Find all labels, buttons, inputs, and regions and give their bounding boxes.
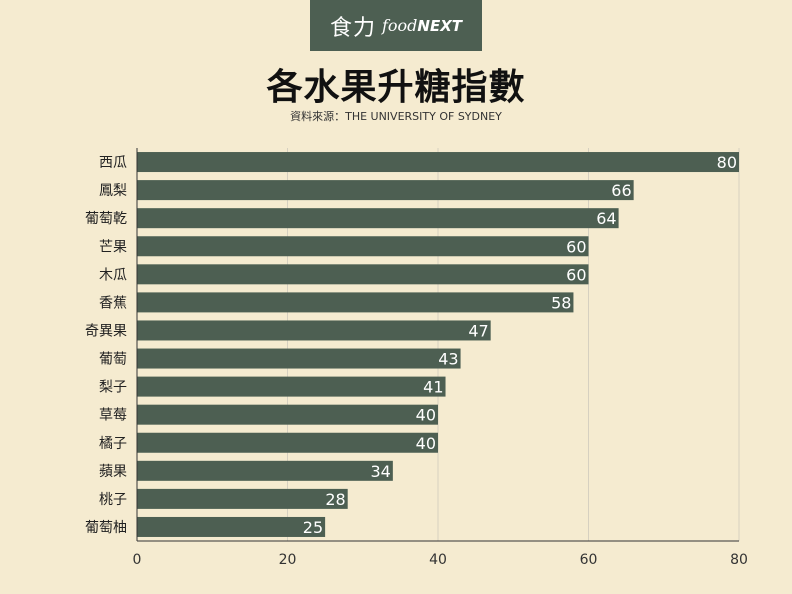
bar-value-label: 60 bbox=[566, 265, 586, 284]
bar bbox=[137, 376, 446, 397]
category-label: 西瓜 bbox=[99, 155, 127, 171]
category-label: 奇異果 bbox=[85, 322, 127, 339]
x-tick-label: 60 bbox=[580, 552, 598, 568]
category-label: 葡萄柚 bbox=[85, 520, 127, 536]
bar-value-label: 34 bbox=[370, 462, 390, 481]
bar bbox=[137, 180, 634, 201]
bar-value-label: 80 bbox=[717, 153, 737, 172]
brand-logo: 食力 foodNEXT bbox=[310, 0, 482, 51]
category-label: 梨子 bbox=[99, 380, 127, 396]
bar-value-label: 40 bbox=[416, 406, 436, 425]
brand-name-en: foodNEXT bbox=[382, 16, 462, 35]
category-label: 橘子 bbox=[99, 436, 127, 452]
chart-title: 各水果升糖指數 bbox=[266, 67, 526, 108]
bar-value-label: 47 bbox=[468, 321, 488, 340]
bar-value-label: 64 bbox=[596, 209, 616, 228]
bar-value-label: 58 bbox=[551, 293, 571, 312]
bar bbox=[137, 264, 589, 285]
bar-value-label: 40 bbox=[416, 434, 436, 453]
bar bbox=[137, 208, 619, 229]
category-label: 木瓜 bbox=[99, 267, 127, 283]
bar-value-label: 66 bbox=[611, 181, 631, 200]
bar bbox=[137, 404, 438, 425]
category-label: 鳳梨 bbox=[99, 183, 127, 199]
chart-source: 資料來源：THE UNIVERSITY OF SYDNEY bbox=[290, 110, 502, 123]
x-tick-label: 40 bbox=[429, 552, 447, 568]
category-label: 葡萄乾 bbox=[85, 211, 127, 227]
bar bbox=[137, 236, 589, 257]
bar bbox=[137, 320, 491, 341]
category-label: 香蕉 bbox=[99, 295, 127, 311]
category-label: 芒果 bbox=[99, 239, 127, 255]
bar bbox=[137, 292, 574, 313]
bar bbox=[137, 488, 348, 509]
bar-value-label: 60 bbox=[566, 237, 586, 256]
category-label: 桃子 bbox=[99, 492, 127, 508]
brand-name-cn: 食力 bbox=[329, 15, 376, 41]
x-tick-label: 20 bbox=[279, 552, 297, 568]
bar bbox=[137, 152, 739, 173]
category-label: 葡萄 bbox=[99, 352, 127, 368]
category-label: 草莓 bbox=[99, 408, 127, 424]
bar-value-label: 25 bbox=[303, 518, 323, 537]
x-tick-label: 0 bbox=[133, 552, 142, 568]
bar bbox=[137, 432, 438, 453]
brand-name-en-prefix: food bbox=[381, 16, 418, 35]
brand-name-en-suffix: NEXT bbox=[417, 17, 463, 35]
bar bbox=[137, 516, 326, 537]
bar bbox=[137, 460, 393, 481]
bar-value-label: 41 bbox=[423, 378, 443, 397]
bar bbox=[137, 348, 461, 369]
x-tick-label: 80 bbox=[730, 552, 748, 568]
bar-value-label: 28 bbox=[325, 490, 345, 509]
category-label: 蘋果 bbox=[99, 464, 127, 480]
bar-value-label: 43 bbox=[438, 350, 458, 369]
